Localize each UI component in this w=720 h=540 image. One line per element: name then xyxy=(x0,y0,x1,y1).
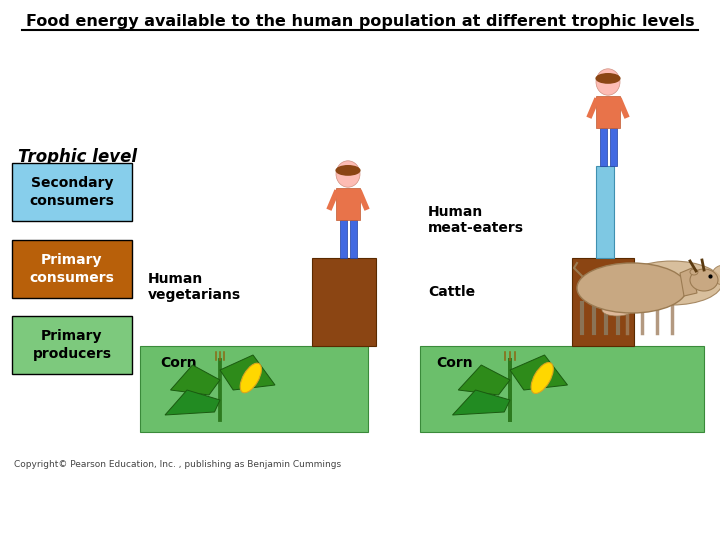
Polygon shape xyxy=(458,365,510,395)
Ellipse shape xyxy=(240,363,261,393)
Bar xyxy=(340,220,347,258)
Bar xyxy=(336,188,360,220)
Ellipse shape xyxy=(596,69,620,95)
Ellipse shape xyxy=(577,263,687,313)
Bar xyxy=(572,258,634,346)
Ellipse shape xyxy=(531,362,553,394)
Text: Primary
producers: Primary producers xyxy=(32,329,112,361)
Ellipse shape xyxy=(336,161,360,187)
Bar xyxy=(600,128,607,166)
Polygon shape xyxy=(171,365,220,395)
Polygon shape xyxy=(680,268,697,296)
Bar xyxy=(610,128,617,166)
Ellipse shape xyxy=(690,269,698,275)
Text: Trophic level: Trophic level xyxy=(18,148,137,166)
Ellipse shape xyxy=(690,269,718,291)
Text: Human
meat-eaters: Human meat-eaters xyxy=(428,205,524,235)
Ellipse shape xyxy=(712,265,720,285)
Polygon shape xyxy=(510,355,567,390)
Ellipse shape xyxy=(595,73,621,84)
Text: Primary
consumers: Primary consumers xyxy=(30,253,114,285)
Ellipse shape xyxy=(602,304,632,316)
Bar xyxy=(12,316,132,374)
Ellipse shape xyxy=(622,261,720,305)
Bar xyxy=(12,240,132,298)
Polygon shape xyxy=(165,390,220,415)
Text: Human
vegetarians: Human vegetarians xyxy=(148,272,241,302)
Bar xyxy=(140,346,368,432)
Bar xyxy=(596,96,620,128)
Text: Secondary
consumers: Secondary consumers xyxy=(30,176,114,208)
Text: Cattle: Cattle xyxy=(428,285,475,299)
Bar xyxy=(350,220,357,258)
Text: Corn: Corn xyxy=(160,356,197,370)
Text: Corn: Corn xyxy=(436,356,472,370)
Ellipse shape xyxy=(336,165,361,176)
Bar xyxy=(12,163,132,221)
Bar xyxy=(312,258,376,346)
Text: Food energy available to the human population at different trophic levels: Food energy available to the human popul… xyxy=(26,14,694,29)
Text: Copyright© Pearson Education, Inc. , publishing as Benjamin Cummings: Copyright© Pearson Education, Inc. , pub… xyxy=(14,460,341,469)
Bar xyxy=(420,346,704,432)
Polygon shape xyxy=(220,355,275,390)
Polygon shape xyxy=(452,390,510,415)
Bar xyxy=(596,166,614,258)
